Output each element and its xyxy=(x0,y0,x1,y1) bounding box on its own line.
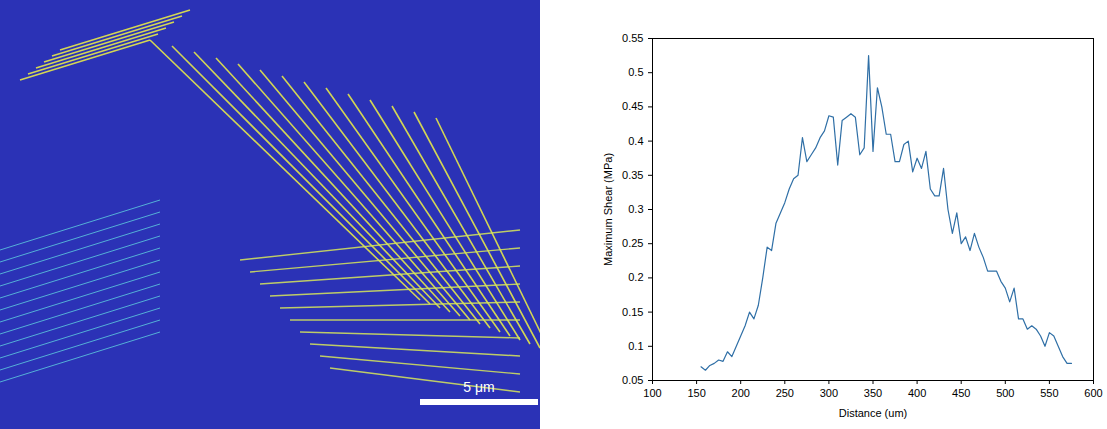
svg-text:Maximum Shear (MPa): Maximum Shear (MPa) xyxy=(602,153,614,266)
svg-text:0.1: 0.1 xyxy=(628,340,643,352)
svg-text:0.35: 0.35 xyxy=(622,169,643,181)
svg-text:450: 450 xyxy=(952,387,970,399)
svg-text:0.55: 0.55 xyxy=(622,32,643,44)
svg-text:150: 150 xyxy=(687,387,705,399)
svg-text:0.3: 0.3 xyxy=(628,203,643,215)
svg-text:0.5: 0.5 xyxy=(628,66,643,78)
svg-text:0.2: 0.2 xyxy=(628,271,643,283)
svg-text:100: 100 xyxy=(643,387,661,399)
svg-text:550: 550 xyxy=(1040,387,1058,399)
svg-text:300: 300 xyxy=(820,387,838,399)
svg-text:Distance (um): Distance (um) xyxy=(839,407,907,419)
svg-text:600: 600 xyxy=(1084,387,1102,399)
svg-text:0.25: 0.25 xyxy=(622,237,643,249)
svg-text:400: 400 xyxy=(908,387,926,399)
svg-text:5 μm: 5 μm xyxy=(463,379,494,395)
svg-text:0.05: 0.05 xyxy=(622,374,643,386)
svg-text:500: 500 xyxy=(996,387,1014,399)
svg-text:350: 350 xyxy=(864,387,882,399)
svg-text:250: 250 xyxy=(776,387,794,399)
svg-text:0.15: 0.15 xyxy=(622,306,643,318)
svg-text:0.4: 0.4 xyxy=(628,135,643,147)
svg-text:0.45: 0.45 xyxy=(622,100,643,112)
svg-text:200: 200 xyxy=(732,387,750,399)
